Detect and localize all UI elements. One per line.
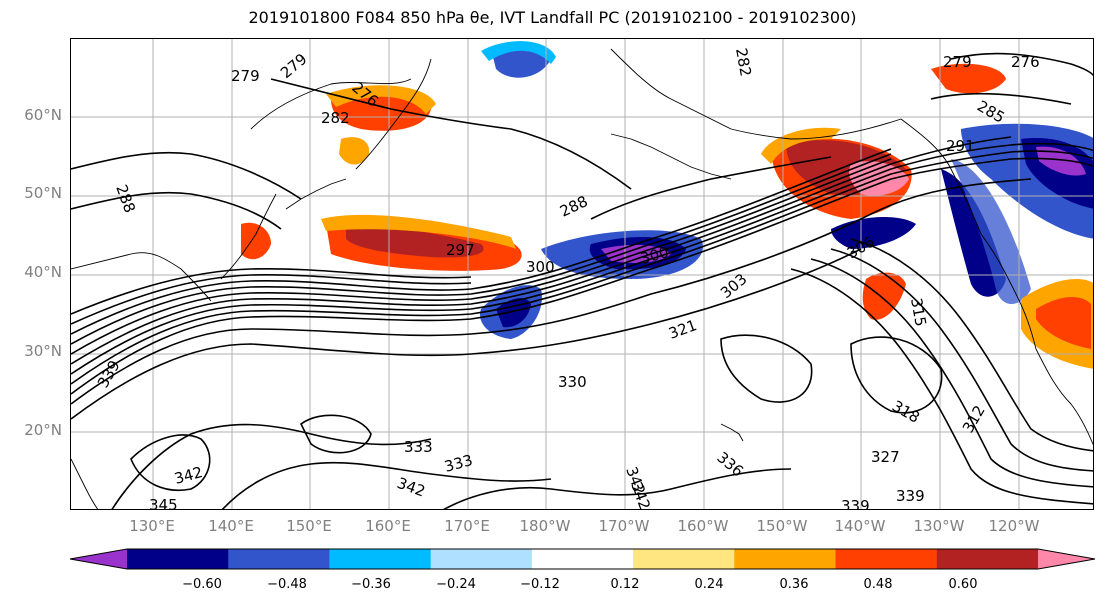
shade-arctic-positive bbox=[931, 63, 1006, 94]
colorbar-tick: 0.60 bbox=[948, 577, 978, 592]
lat-label-50n: 50°N bbox=[24, 184, 62, 202]
contours bbox=[71, 52, 1093, 509]
lon-label-170w: 170°W bbox=[598, 517, 650, 535]
coast-aleutians bbox=[610, 133, 732, 180]
lat-label-20n: 20°N bbox=[24, 421, 62, 439]
coast-japan bbox=[220, 193, 277, 280]
shade-dateline-negative-core bbox=[496, 297, 531, 328]
colorbar-tick: 0.48 bbox=[863, 577, 893, 592]
coast-hawaii bbox=[720, 423, 744, 442]
map-title: 2019101800 F084 850 hPa θe, IVT Landfall… bbox=[248, 8, 857, 27]
lon-label-160w: 160°W bbox=[677, 517, 729, 535]
shade-gulf-edge bbox=[761, 127, 841, 164]
coast-baja bbox=[1035, 348, 1093, 446]
contour-label: 279 bbox=[231, 67, 260, 85]
colorbar-segments bbox=[69, 548, 1096, 570]
colorbar-segment bbox=[430, 549, 533, 569]
contour-label: 279 bbox=[277, 50, 311, 82]
lon-label-130w: 130°W bbox=[913, 517, 965, 535]
colorbar-segment bbox=[734, 549, 837, 569]
colorbar-segment bbox=[531, 549, 634, 569]
shade-coast-negative-outer bbox=[951, 159, 1031, 304]
shade-bering-negative-edge bbox=[481, 41, 556, 64]
contour-label: 300 bbox=[526, 258, 555, 276]
colorbar-tick: −0.60 bbox=[182, 577, 222, 592]
lon-label-180w: 180°W bbox=[519, 517, 571, 535]
lon-label-130e: 130°E bbox=[129, 517, 175, 535]
contour-label: 342 bbox=[627, 479, 654, 510]
contour-label: 342 bbox=[395, 474, 428, 501]
colorbar-tick: 0.12 bbox=[610, 577, 640, 592]
map-panel: 279 279 276 282 288 288 297 300 300 303 … bbox=[70, 38, 1094, 510]
gridlines bbox=[71, 39, 1093, 509]
shade-okhotsk-positive-edge bbox=[326, 85, 436, 114]
contour-label: 318 bbox=[889, 397, 923, 427]
contour-label: 330 bbox=[558, 373, 587, 391]
contour-label: 333 bbox=[404, 438, 433, 456]
lat-label-40n: 40°N bbox=[24, 263, 62, 281]
colorbar bbox=[69, 548, 1096, 570]
shade-pacific-positive-edge bbox=[321, 214, 516, 249]
colorbar-tick: −0.48 bbox=[267, 577, 307, 592]
lat-label-30n: 30°N bbox=[24, 342, 62, 360]
shade-japan-positive bbox=[241, 222, 271, 260]
contour-label: 339 bbox=[896, 487, 925, 505]
coast-alaska bbox=[610, 48, 902, 140]
colorbar-tick: 0.24 bbox=[694, 577, 724, 592]
coast-east-asia bbox=[71, 252, 212, 302]
colorbar-segment bbox=[329, 549, 432, 569]
colorbar-tick: 0.36 bbox=[779, 577, 809, 592]
colorbar-segment bbox=[633, 549, 735, 569]
lon-label-150e: 150°E bbox=[286, 517, 332, 535]
colorbar-tick: −0.12 bbox=[520, 577, 560, 592]
contour-label: 276 bbox=[1011, 53, 1040, 71]
coast-us-west bbox=[980, 233, 1037, 350]
coast-okhotsk bbox=[250, 78, 412, 130]
lon-label-150w: 150°W bbox=[756, 517, 808, 535]
colorbar-outline bbox=[69, 548, 1096, 570]
contour-label: 297 bbox=[446, 241, 475, 259]
shade-canada-purple bbox=[1036, 146, 1086, 176]
contour-label: 291 bbox=[946, 137, 975, 155]
contour-label: 327 bbox=[871, 448, 900, 466]
map-canvas: 279 279 276 282 288 288 297 300 300 303 … bbox=[71, 39, 1093, 510]
lon-label-120w: 120°W bbox=[988, 517, 1040, 535]
lon-label-140w: 140°W bbox=[834, 517, 886, 535]
lon-label-160e: 160°E bbox=[365, 517, 411, 535]
coast-kamchatka bbox=[355, 58, 432, 170]
lon-label-140e: 140°E bbox=[208, 517, 254, 535]
colorbar-segment bbox=[70, 549, 127, 569]
coast-british-columbia bbox=[900, 118, 982, 235]
contour-label: 288 bbox=[112, 182, 139, 215]
contour-label: 312 bbox=[959, 402, 989, 436]
contour-label: 285 bbox=[974, 97, 1008, 127]
contour-label: 342 bbox=[172, 463, 204, 488]
coast-philippines bbox=[71, 458, 99, 509]
coast-kuril-chain bbox=[285, 178, 347, 210]
contour-label: 345 bbox=[149, 496, 178, 510]
lon-label-170e: 170°E bbox=[444, 517, 490, 535]
contour-label: 336 bbox=[713, 448, 747, 480]
colorbar-segment bbox=[127, 549, 229, 569]
contour-label: 333 bbox=[442, 451, 474, 476]
shade-east-pacific-blue bbox=[831, 217, 916, 249]
shade-kamchatka-orange bbox=[339, 137, 370, 165]
shade-east-pacific-orange bbox=[862, 272, 906, 320]
colorbar-segment bbox=[228, 549, 330, 569]
contour-label: 279 bbox=[943, 53, 972, 71]
colorbar-segment bbox=[1038, 549, 1095, 569]
contour-label: 321 bbox=[666, 316, 699, 343]
colorbar-tick: −0.36 bbox=[351, 577, 391, 592]
contour-label: 315 bbox=[907, 297, 930, 328]
colorbar-segment bbox=[936, 549, 1039, 569]
contour-label: 339 bbox=[841, 497, 870, 510]
coastlines bbox=[71, 48, 1093, 509]
contour-label: 282 bbox=[732, 47, 755, 78]
contour-label: 282 bbox=[321, 109, 350, 127]
lat-label-60n: 60°N bbox=[24, 106, 62, 124]
colorbar-segment bbox=[835, 549, 938, 569]
shade-pacific-positive-core bbox=[346, 227, 484, 258]
shade-us-west-positive-core bbox=[1036, 297, 1091, 349]
colorbar-tick: −0.24 bbox=[436, 577, 476, 592]
